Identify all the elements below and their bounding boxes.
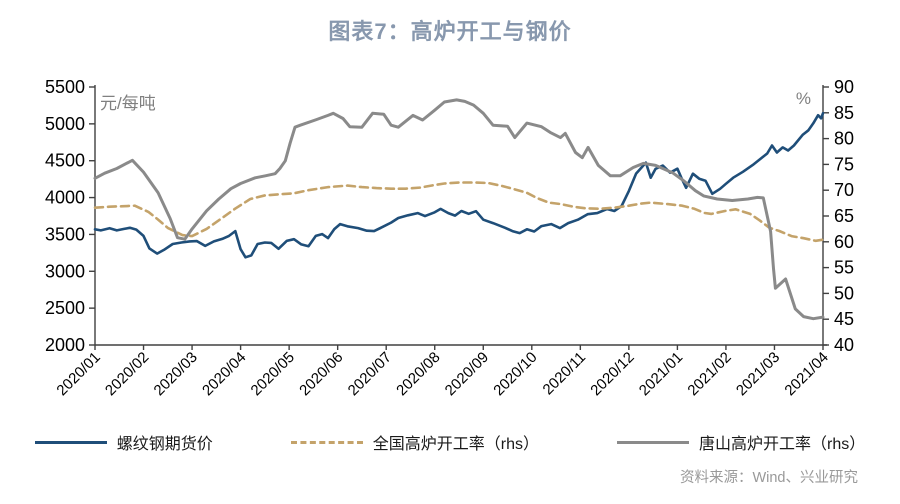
x-axis-tick-label: 2020/12 — [587, 349, 637, 399]
x-axis-tick-label: 2020/04 — [199, 349, 249, 399]
left-axis-tick-label: 5500 — [45, 77, 85, 97]
left-axis-tick-label: 3500 — [45, 224, 85, 244]
x-axis-tick-label: 2020/05 — [248, 349, 298, 399]
legend-label-national-rate: 全国高炉开工率（rhs） — [372, 436, 539, 453]
national-rate-line-sample — [290, 440, 363, 444]
x-axis-tick-label: 2020/11 — [540, 349, 590, 399]
series-line-0 — [93, 111, 825, 259]
x-axis-tick-label: 2021/01 — [636, 349, 686, 399]
tangshan-rate-line-sample — [617, 440, 689, 444]
rebar-line-sample — [34, 440, 107, 444]
x-axis-tick-label: 2021/04 — [781, 349, 831, 399]
right-axis-tick-label: 75 — [834, 154, 854, 174]
chart-canvas: 2000 2500 3000 3500 4000 4500 5000 5500 40 45 50 55… — [45, 77, 854, 399]
right-axis-tick-label: 60 — [834, 232, 854, 252]
left-axis-tick-label: 2000 — [45, 335, 85, 355]
x-axis-tick-label: 2020/06 — [296, 349, 346, 399]
right-axis-tick-label: 65 — [834, 206, 854, 226]
left-axis-tick-label: 4000 — [45, 188, 85, 208]
right-axis-tick-label: 85 — [834, 103, 854, 123]
x-axis-tick-label: 2020/02 — [102, 349, 152, 399]
x-axis-tick-label: 2020/08 — [393, 349, 443, 399]
source-note: 资料来源：Wind、兴业研究 — [679, 470, 858, 486]
chart-legend: 螺纹钢期货价 全国高炉开工率（rhs） 唐山高炉开工率（rhs） — [0, 430, 900, 454]
x-axis-tick-label: 2020/10 — [490, 349, 540, 399]
legend-item-national-rate: 全国高炉开工率（rhs） — [290, 430, 539, 454]
legend-item-tangshan-rate: 唐山高炉开工率（rhs） — [617, 430, 865, 454]
right-axis-tick-label: 80 — [834, 129, 854, 149]
x-axis-tick-label: 2021/02 — [684, 349, 734, 399]
legend-label-rebar: 螺纹钢期货价 — [116, 436, 213, 453]
x-axis-tick-label: 2020/03 — [151, 349, 201, 399]
right-axis-unit-label: % — [796, 89, 811, 108]
right-axis-tick-label: 40 — [834, 335, 854, 355]
x-axis-tick-label: 2020/09 — [442, 349, 492, 399]
left-axis-tick-label: 3000 — [45, 261, 85, 281]
right-axis-tick-label: 55 — [834, 258, 854, 278]
right-axis-tick-label: 70 — [834, 180, 854, 200]
left-axis-tick-label: 2500 — [45, 298, 85, 318]
left-axis-unit-label: 元/每吨 — [100, 94, 156, 113]
right-axis-tick-label: 45 — [834, 309, 854, 329]
right-axis-tick-label: 50 — [834, 283, 854, 303]
legend-item-rebar: 螺纹钢期货价 — [34, 430, 213, 454]
legend-label-tangshan-rate: 唐山高炉开工率（rhs） — [699, 436, 866, 453]
series-line-1 — [93, 181, 825, 243]
x-axis-tick-label: 2020/01 — [53, 349, 103, 399]
left-axis-tick-label: 4500 — [45, 151, 85, 171]
series-line-2 — [93, 98, 825, 321]
right-axis-tick-label: 90 — [834, 77, 854, 97]
left-axis-tick-label: 5000 — [45, 114, 85, 134]
x-axis-tick-label: 2020/07 — [345, 349, 395, 399]
x-axis-tick-label: 2021/03 — [733, 349, 783, 399]
chart-title: 图表7：高炉开工与钢价 — [328, 19, 572, 44]
